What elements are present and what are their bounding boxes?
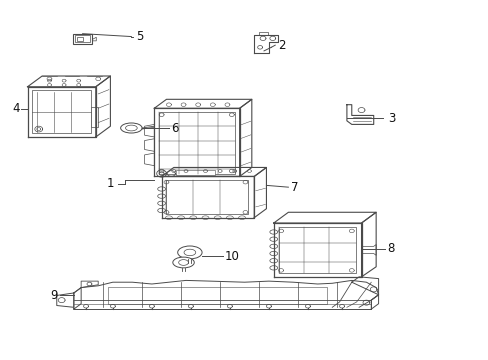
Ellipse shape [121,123,142,133]
Ellipse shape [214,216,221,220]
Ellipse shape [172,257,194,268]
Text: 9: 9 [51,289,58,302]
Text: 1: 1 [106,177,114,190]
Bar [159,112,234,174]
Text: 3: 3 [387,112,395,125]
Ellipse shape [269,230,277,234]
Ellipse shape [269,237,277,241]
Ellipse shape [269,251,277,256]
Ellipse shape [125,125,137,131]
Bar [75,36,90,42]
Text: 4: 4 [13,103,20,116]
Ellipse shape [178,260,188,265]
Ellipse shape [269,258,277,263]
Bar [108,287,327,304]
Ellipse shape [158,208,165,213]
Ellipse shape [269,266,277,270]
Text: 2: 2 [277,39,285,52]
Ellipse shape [238,216,245,220]
Ellipse shape [226,216,233,220]
Ellipse shape [165,216,172,220]
Ellipse shape [177,246,202,259]
Ellipse shape [189,216,196,220]
Ellipse shape [177,216,184,220]
Ellipse shape [158,194,165,198]
Bar [166,180,248,214]
Bar [32,90,91,134]
Text: 7: 7 [290,181,298,194]
Bar [91,107,98,127]
Bar [77,37,82,41]
Text: 5: 5 [136,30,143,43]
Text: 8: 8 [386,242,394,255]
Ellipse shape [183,249,195,256]
Bar [73,34,92,44]
Text: 6: 6 [171,122,179,135]
Ellipse shape [158,201,165,206]
Bar [278,227,355,273]
Text: 10: 10 [224,249,240,262]
Ellipse shape [269,244,277,248]
Bar [176,170,215,175]
Ellipse shape [158,187,165,191]
Ellipse shape [202,216,208,220]
